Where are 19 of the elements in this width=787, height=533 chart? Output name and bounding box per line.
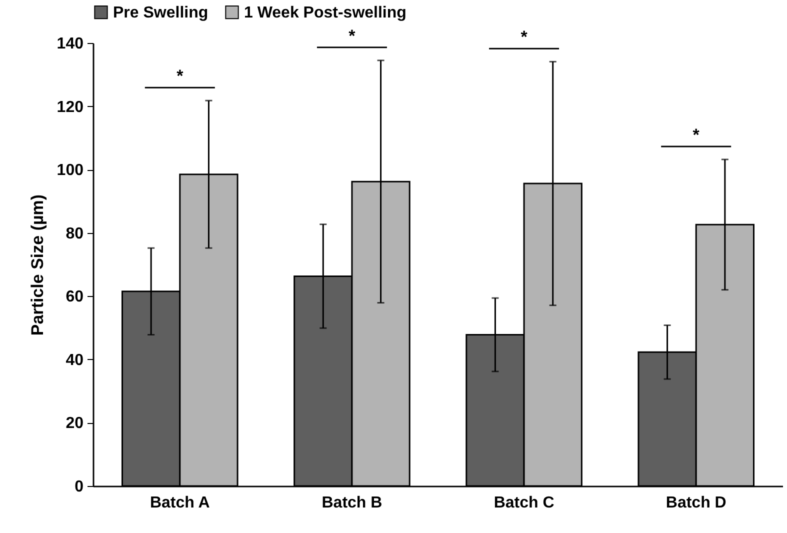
annotation: * — [176, 66, 184, 86]
x-tick-label: Batch C — [494, 494, 555, 512]
y-tick-label: 60 — [66, 288, 84, 306]
legend-label: Pre Swelling — [113, 4, 208, 22]
x-tick-label: Batch B — [322, 494, 382, 512]
annotation: * — [520, 28, 528, 47]
y-tick-label: 0 — [74, 478, 84, 496]
x-tick-label: Batch A — [150, 494, 210, 512]
annotation: * — [348, 26, 356, 46]
x-tick-label: Batch D — [666, 494, 726, 512]
y-tick-label: 20 — [66, 415, 84, 432]
y-tick-label: 140 — [56, 36, 84, 52]
y-tick-label: 100 — [56, 162, 84, 180]
y-axis-title: Particle Size (µm) — [28, 194, 47, 336]
legend-label: 1 Week Post-swelling — [244, 4, 406, 22]
y-tick-label: 120 — [56, 98, 84, 116]
annotation: * — [692, 125, 700, 144]
y-tick-label: 80 — [66, 225, 84, 242]
y-tick-label: 40 — [66, 352, 84, 369]
